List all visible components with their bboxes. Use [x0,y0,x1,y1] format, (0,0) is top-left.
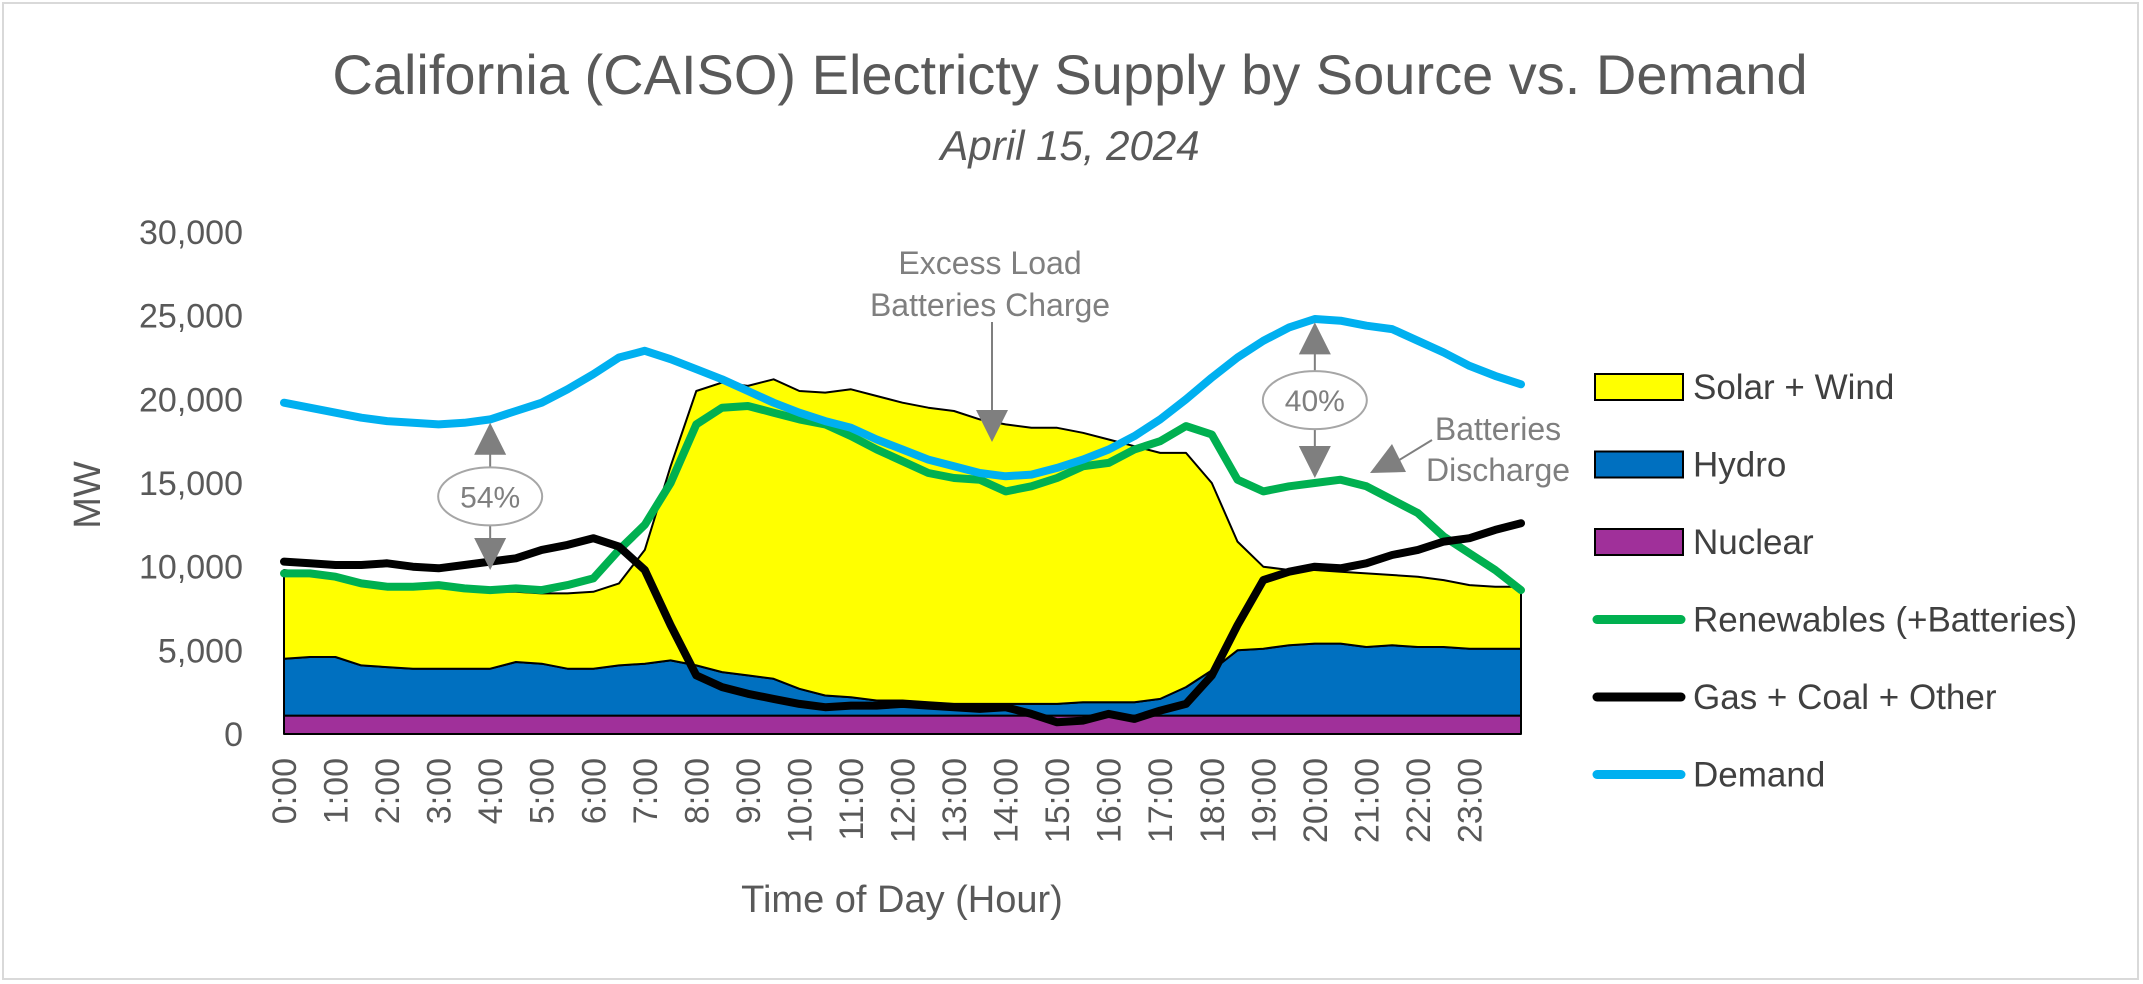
legend-item-nuclear: Nuclear [1594,523,1814,562]
annotation-pct-40-arrow-up [1298,322,1331,355]
line-demand [280,315,1525,481]
annotation-pct-54-bubble [437,466,544,527]
legend-label: Demand [1693,756,1825,795]
annotation-discharge-line: Discharge [1426,452,1570,488]
annotation-pct-54-label: 54% [460,481,520,514]
x-tick-label: 13:00 [936,758,974,843]
y-tick-label: 10,000 [139,549,243,587]
y-tick-label: 30,000 [139,214,243,252]
line-renewables-batteries [280,402,1525,595]
y-axis-title: MW [67,461,109,529]
x-tick-label: 2:00 [369,758,407,824]
annotation-excess-load-line: Batteries Charge [870,287,1110,323]
x-tick-label: 6:00 [575,758,613,824]
legend-label: Renewables (+Batteries) [1693,601,2077,640]
annotation-pct-40-bubble [1261,370,1368,431]
y-tick-label: 20,000 [139,381,243,419]
legend-label: Solar + Wind [1693,368,1894,407]
legend-item-demand: Demand [1592,756,1825,795]
x-tick-label: 10:00 [781,758,819,843]
stacked-areas [283,378,1522,735]
annotations: Excess Load Batteries Charge Batteries Disc… [437,245,1570,571]
x-axis-title: Time of Day (Hour) [741,879,1063,921]
legend-swatch [1594,450,1684,479]
annotation-discharge-line: Batteries [1435,411,1561,447]
x-tick-labels: 0:00 1:00 2:00 3:00 4:00 5:00 6:00 7:00 8:00 9:00… [266,758,1490,843]
x-tick-label: 23:00 [1452,758,1490,843]
legend-label: Gas + Coal + Other [1693,678,1997,717]
x-tick-label: 7:00 [627,758,665,824]
legend-item-gas-coal-other: Gas + Coal + Other [1592,678,1997,717]
chart-title: California (CAISO) Electricty Supply by … [332,43,1807,106]
y-tick-label: 0 [224,716,243,754]
area-solar-wind [283,378,1522,705]
annotation-discharge-arrowhead [1370,444,1406,473]
legend: Solar + Wind Hydro Nuclear Renewables (+Bat… [1592,368,2077,795]
x-tick-label: 5:00 [524,758,562,824]
annotation-pct-54-arrow-down [474,538,507,571]
annotation-pct-54-arrow-up [474,422,507,455]
legend-swatch [1594,373,1684,401]
legend-item-solar-wind: Solar + Wind [1594,368,1894,407]
annotation-pct-40-arrow-down [1298,445,1331,478]
x-tick-label: 22:00 [1400,758,1438,843]
x-tick-label: 16:00 [1091,758,1129,843]
y-tick-label: 25,000 [139,298,243,336]
x-tick-label: 3:00 [421,758,459,824]
area-nuclear [283,714,1522,735]
x-tick-label: 14:00 [988,758,1026,843]
annotation-pct-40-label: 40% [1285,385,1345,418]
x-tick-label: 8:00 [678,758,716,824]
y-tick-label: 15,000 [139,465,243,503]
y-tick-label: 5,000 [158,632,243,670]
x-tick-label: 19:00 [1245,758,1283,843]
x-tick-label: 21:00 [1348,758,1386,843]
x-tick-label: 18:00 [1194,758,1232,843]
x-tick-label: 1:00 [318,758,356,824]
x-tick-label: 0:00 [266,758,304,824]
legend-item-hydro: Hydro [1594,446,1786,485]
y-tick-labels: 0 5,000 10,000 15,000 20,000 25,000 30,000 [139,214,243,754]
legend-label: Nuclear [1693,523,1814,562]
legend-label: Hydro [1693,446,1786,485]
legend-item-renewables-batteries: Renewables (+Batteries) [1592,601,2077,640]
x-tick-label: 9:00 [730,758,768,824]
chart-subtitle: April 15, 2024 [937,122,1199,169]
x-tick-label: 20:00 [1297,758,1335,843]
x-tick-label: 4:00 [472,758,510,824]
legend-swatch [1594,528,1684,556]
x-tick-label: 12:00 [885,758,923,843]
annotation-excess-arrowhead [976,410,1008,442]
x-tick-label: 11:00 [833,758,871,841]
annotation-discharge-leader [1395,439,1433,463]
x-tick-label: 17:00 [1142,758,1180,843]
annotation-excess-load-line: Excess Load [898,245,1081,281]
x-tick-label: 15:00 [1039,758,1077,843]
